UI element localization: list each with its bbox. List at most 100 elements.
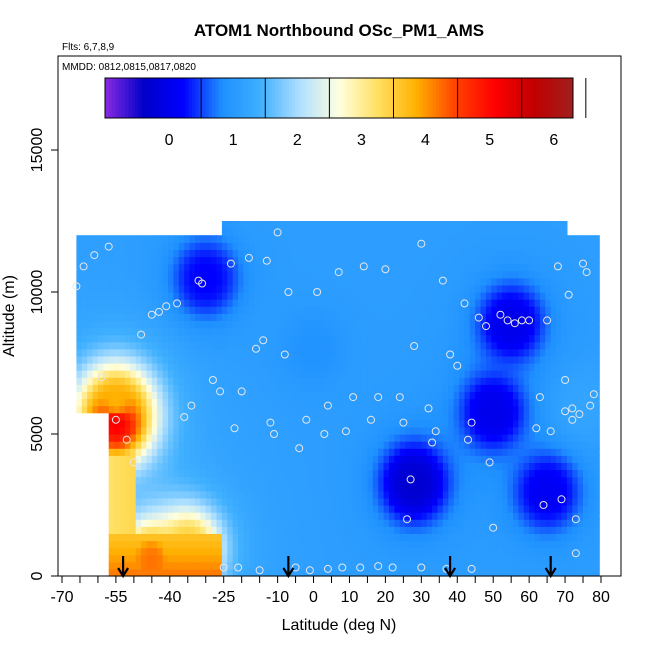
heat-cell [502, 533, 509, 542]
heat-cell [415, 448, 422, 456]
heat-cell [491, 391, 498, 400]
sample-point [388, 563, 397, 572]
heat-cell [281, 355, 288, 364]
heat-cell [216, 412, 223, 421]
heat-cell [513, 284, 519, 293]
heat-cell [130, 554, 137, 563]
heat-cell [114, 561, 121, 570]
heat-cell [265, 341, 271, 350]
heat-cell [577, 448, 584, 456]
heat-cell [372, 412, 379, 421]
heat-cell [415, 277, 422, 286]
heat-cell [550, 228, 557, 236]
heat-cell [405, 306, 412, 314]
heat-cell [410, 256, 417, 265]
heat-cell [135, 242, 142, 250]
heat-cell [550, 320, 557, 329]
heat-cell [195, 568, 201, 577]
heat-cell [318, 505, 325, 513]
heat-cell [475, 377, 482, 385]
heat-cell [108, 505, 115, 513]
heat-cell [513, 355, 519, 364]
heat-cell [496, 263, 503, 272]
heat-cell [308, 334, 315, 343]
heat-cell [216, 554, 223, 563]
heat-cell [281, 441, 288, 449]
heat-cell [507, 441, 514, 449]
heat-cell [335, 327, 342, 336]
heat-cell [151, 419, 158, 428]
heat-cell [496, 547, 503, 556]
heat-cell [421, 490, 428, 499]
heat-cell [173, 334, 180, 343]
heat-cell [141, 441, 148, 449]
heat-cell [432, 519, 439, 527]
heat-cell [448, 476, 455, 485]
heat-cell [448, 277, 455, 286]
heat-cell [297, 490, 304, 499]
heat-cell [410, 363, 417, 371]
heat-cell [469, 512, 476, 520]
heat-cell [426, 277, 433, 286]
heat-cell [378, 505, 385, 513]
heat-cell [238, 568, 245, 577]
heat-cell [335, 568, 342, 577]
sample-point [568, 415, 577, 424]
heat-cell [286, 292, 293, 300]
heat-cell [184, 547, 191, 556]
heat-cell [189, 242, 196, 250]
heat-cell [97, 256, 104, 265]
heat-cell [227, 306, 234, 314]
heat-cell [593, 292, 600, 300]
heat-cell [221, 306, 228, 314]
heat-cell [383, 434, 390, 442]
heat-cell [135, 448, 142, 456]
heat-cell [475, 512, 482, 520]
heat-cell [432, 242, 439, 250]
heat-cell [275, 228, 282, 236]
heat-cell [114, 363, 121, 371]
heat-cell [399, 334, 406, 343]
heat-cell [265, 455, 271, 463]
heat-cell [534, 249, 541, 258]
heat-cell [173, 292, 180, 300]
colorbar-swatch [472, 78, 477, 118]
heat-cell [227, 327, 234, 336]
heat-cell [593, 526, 600, 534]
heat-cell [275, 448, 282, 456]
heat-cell [205, 249, 212, 258]
heat-cell [394, 398, 401, 407]
heat-cell [448, 263, 455, 272]
heat-cell [469, 398, 476, 407]
heat-cell [442, 405, 449, 414]
heat-cell [189, 405, 196, 414]
heat-cell [292, 355, 298, 364]
heat-cell [146, 277, 153, 286]
heat-cell [329, 363, 336, 371]
heat-cell [211, 256, 218, 265]
heat-cell [523, 363, 530, 371]
heat-cell [550, 540, 557, 549]
heat-cell [238, 512, 245, 520]
heat-cell [410, 512, 417, 520]
heat-cell [356, 533, 363, 542]
heat-cell [593, 434, 600, 442]
heat-cell [318, 292, 325, 300]
heat-cell [389, 313, 395, 321]
heat-cell [232, 320, 239, 329]
heat-cell [480, 398, 487, 407]
heat-cell [442, 490, 449, 499]
heat-cell [178, 426, 185, 435]
heat-cell [459, 441, 466, 449]
heat-cell [459, 448, 466, 456]
heat-cell [87, 263, 94, 272]
heat-cell [572, 306, 579, 314]
heat-cell [265, 526, 271, 534]
heat-cell [205, 455, 212, 463]
heat-cell [259, 561, 266, 570]
heat-cell [399, 441, 406, 449]
heat-cell [292, 249, 298, 258]
heat-cell [292, 476, 298, 485]
heat-cell [119, 370, 126, 378]
heat-cell [286, 221, 293, 229]
